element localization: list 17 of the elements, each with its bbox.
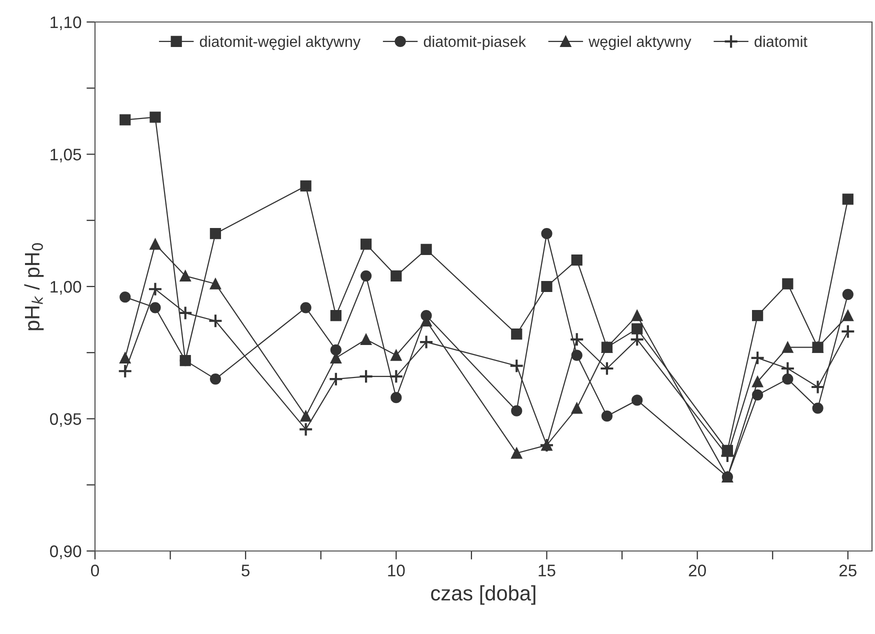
legend-label: diatomit-piasek — [424, 36, 526, 50]
y-tick-label: 1,00 — [50, 280, 82, 295]
x-tick-label: 10 — [388, 564, 405, 576]
x-tick-label: 5 — [242, 564, 250, 576]
legend-label: węgiel aktywny — [588, 36, 692, 50]
legend-label: diatomit — [754, 36, 808, 47]
legend-label: diatomit-węgiel aktywny — [200, 36, 361, 50]
x-tick-label: 0 — [91, 564, 99, 576]
x-axis-title: czas [doba] — [431, 585, 536, 605]
x-tick-label: 15 — [538, 564, 556, 576]
x-tick-label: 25 — [839, 564, 856, 576]
y-tick-label: 1,05 — [50, 148, 82, 162]
x-tick-label: 20 — [688, 564, 706, 576]
y-tick-label: 0,95 — [50, 413, 82, 427]
y-tick-label: 1,10 — [50, 16, 82, 30]
y-tick-label: 0,90 — [50, 545, 82, 560]
y-axis-title: pH$_{k}$ / pH$_{0}$ — [24, 243, 44, 330]
